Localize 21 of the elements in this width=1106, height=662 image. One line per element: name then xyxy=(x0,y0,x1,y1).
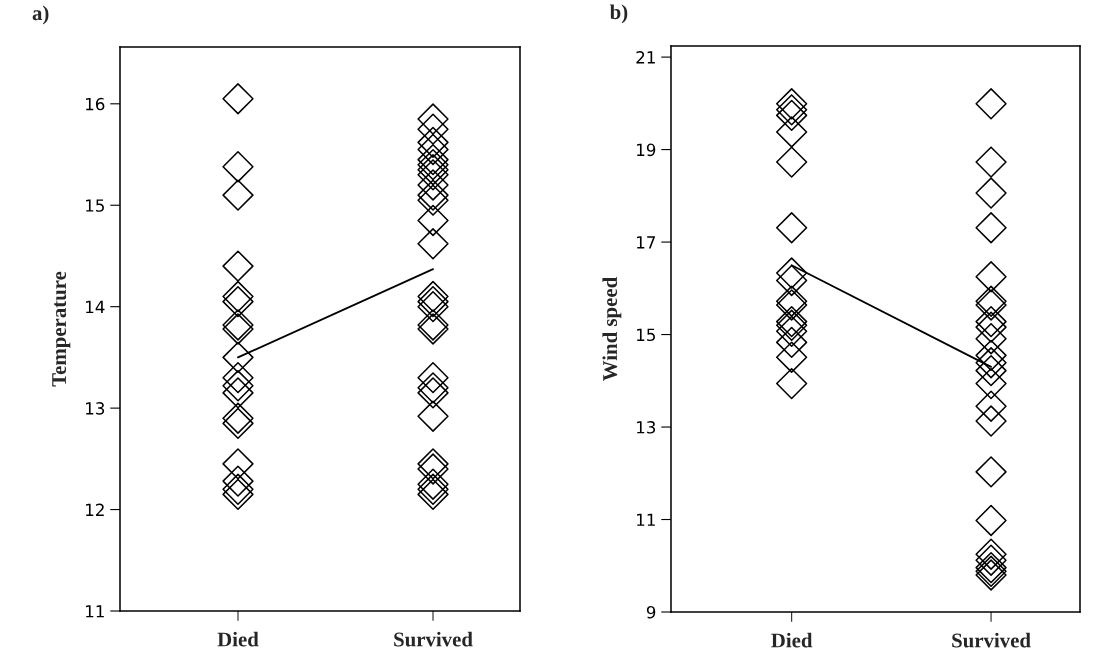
chart-title: b) xyxy=(609,4,628,24)
y-tick-label: 21 xyxy=(636,51,655,64)
y-axis-title: Temperature xyxy=(52,271,71,387)
y-tick-label: 15 xyxy=(637,328,655,342)
y-tick-label: 11 xyxy=(637,513,655,526)
y-tick-label: 19 xyxy=(637,143,656,157)
y-tick-label: 16 xyxy=(86,97,105,111)
y-tick-label: 11 xyxy=(86,605,104,618)
y-tick-label: 13 xyxy=(86,402,105,415)
x-tick-label: Died xyxy=(771,632,813,648)
x-tick-label: Died xyxy=(217,631,259,647)
x-tick-label: Survived xyxy=(394,631,473,647)
y-tick-label: 14 xyxy=(86,300,105,314)
y-tick-label: 15 xyxy=(86,199,104,212)
y-axis-title: Wind speed xyxy=(602,277,622,381)
y-tick-label: 13 xyxy=(637,420,656,434)
x-tick-label: Survived xyxy=(952,632,1031,648)
y-tick-label: 9 xyxy=(646,605,656,619)
y-tick-label: 12 xyxy=(86,503,104,516)
chart-title: a) xyxy=(32,5,49,25)
y-tick-label: 17 xyxy=(637,236,655,249)
